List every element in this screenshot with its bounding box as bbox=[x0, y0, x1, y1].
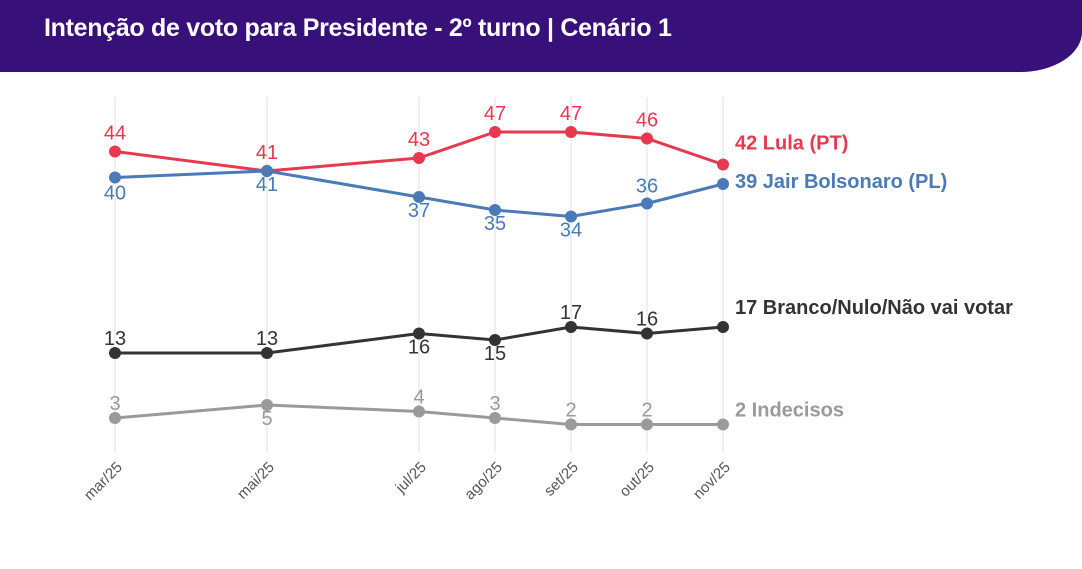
data-point bbox=[261, 347, 273, 359]
data-point bbox=[565, 418, 577, 431]
data-label: 43 bbox=[408, 129, 430, 151]
data-point bbox=[261, 399, 273, 411]
data-label: 41 bbox=[256, 142, 278, 164]
data-point bbox=[413, 191, 425, 203]
data-point bbox=[641, 327, 653, 340]
data-point bbox=[261, 165, 273, 177]
data-point bbox=[565, 126, 577, 138]
data-label: 41 bbox=[256, 174, 278, 196]
data-point bbox=[109, 171, 121, 184]
data-label: 46 bbox=[636, 110, 658, 132]
x-tick-label: jul/25 bbox=[392, 459, 430, 497]
chart-title: Intenção de voto para Presidente - 2º tu… bbox=[44, 14, 672, 42]
data-point bbox=[489, 412, 501, 424]
data-label: 47 bbox=[560, 103, 582, 125]
series-end-label: 42 Lula (PT) bbox=[735, 133, 848, 155]
data-point bbox=[641, 197, 653, 210]
data-label: 37 bbox=[408, 200, 430, 222]
data-label: 44 bbox=[104, 123, 126, 145]
data-label: 3 bbox=[109, 393, 120, 415]
series-end-label: 39 Jair Bolsonaro (PL) bbox=[735, 171, 947, 193]
data-label: 36 bbox=[636, 176, 658, 198]
x-tick-label: ago/25 bbox=[461, 459, 505, 503]
data-point bbox=[565, 321, 577, 333]
data-point bbox=[565, 210, 577, 223]
data-label: 47 bbox=[484, 103, 506, 125]
data-label: 5 bbox=[261, 408, 272, 430]
data-point bbox=[717, 158, 729, 171]
x-tick-label: nov/25 bbox=[690, 459, 734, 503]
data-point bbox=[489, 334, 501, 346]
data-point bbox=[109, 145, 121, 158]
data-point bbox=[641, 132, 653, 145]
data-label: 17 bbox=[560, 302, 582, 324]
x-tick-label: mai/25 bbox=[234, 459, 278, 503]
data-point bbox=[489, 204, 501, 216]
data-point bbox=[413, 327, 425, 340]
data-label: 13 bbox=[256, 328, 278, 350]
data-label: 16 bbox=[408, 337, 430, 359]
data-point bbox=[489, 126, 501, 138]
data-label: 2 bbox=[641, 400, 652, 422]
data-point bbox=[717, 321, 729, 333]
data-point bbox=[109, 347, 121, 359]
series-end-label: 2 Indecisos bbox=[735, 400, 844, 422]
data-label: 3 bbox=[489, 393, 500, 415]
data-point bbox=[109, 412, 121, 424]
data-label: 16 bbox=[636, 309, 658, 331]
series-end-label: 17 Branco/Nulo/Não vai votar bbox=[735, 297, 1013, 319]
x-tick-label: mar/25 bbox=[81, 459, 126, 504]
data-point bbox=[717, 418, 729, 431]
data-point bbox=[413, 152, 425, 164]
data-point bbox=[717, 178, 729, 190]
data-label: 13 bbox=[104, 328, 126, 350]
data-label: 15 bbox=[484, 343, 506, 365]
data-point bbox=[413, 405, 425, 418]
x-tick-label: set/25 bbox=[541, 459, 582, 500]
data-label: 35 bbox=[484, 213, 506, 235]
data-label: 34 bbox=[560, 220, 582, 242]
data-label: 2 bbox=[565, 400, 576, 422]
data-point bbox=[641, 418, 653, 431]
data-label: 4 bbox=[413, 387, 424, 409]
x-tick-label: out/25 bbox=[616, 459, 658, 501]
data-label: 40 bbox=[104, 183, 126, 205]
header-bar: Intenção de voto para Presidente - 2º tu… bbox=[0, 0, 1082, 72]
